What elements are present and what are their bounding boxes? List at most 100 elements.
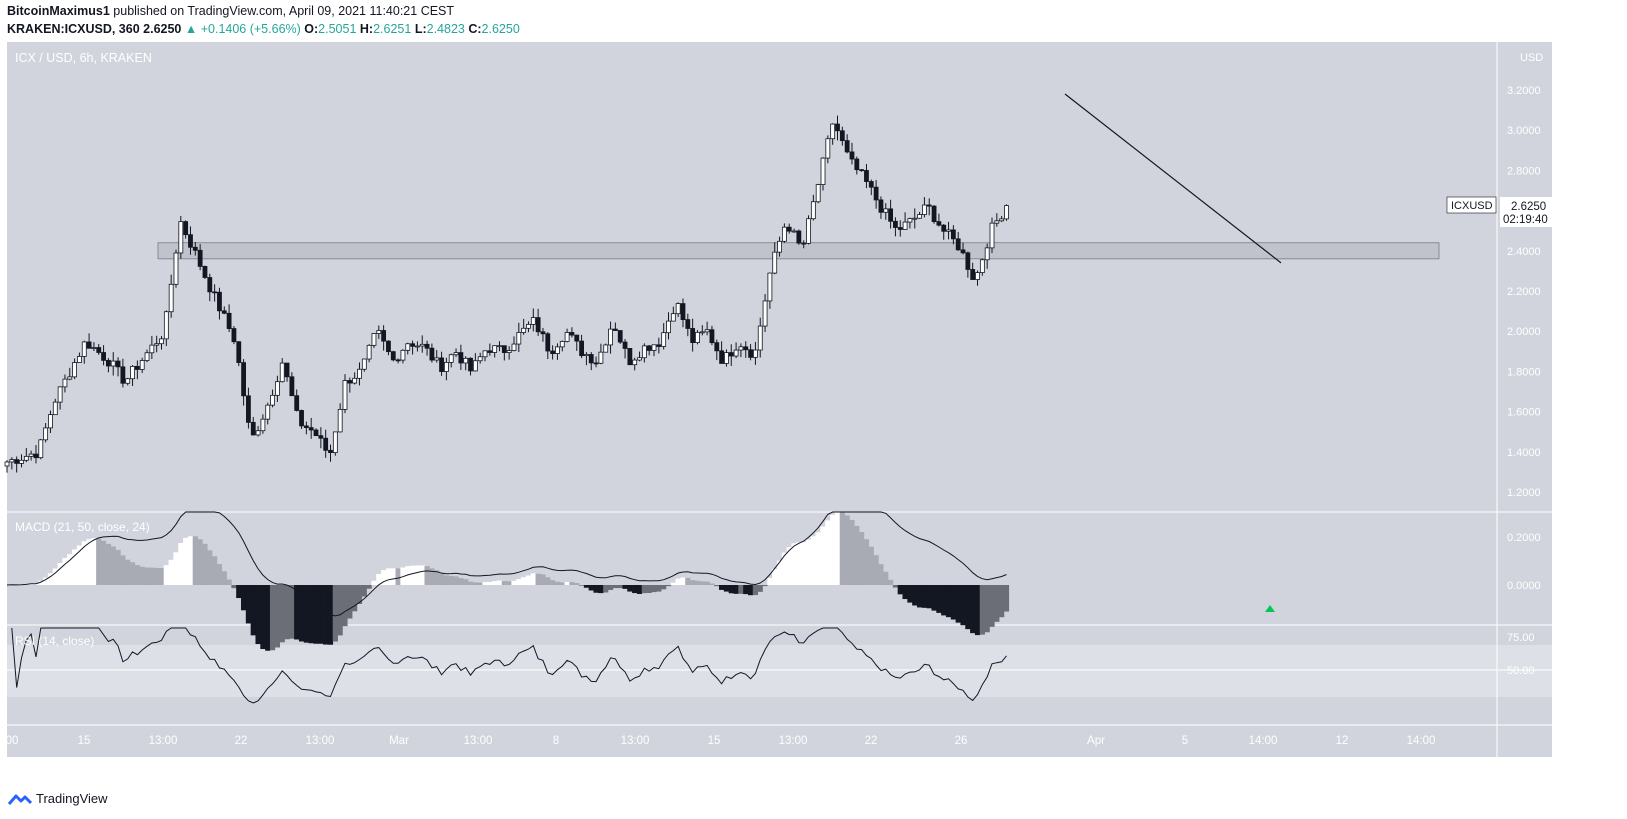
macd-histogram-bar <box>699 581 705 585</box>
brand[interactable]: TradingView <box>8 791 108 806</box>
macd-histogram-bar <box>67 553 73 585</box>
macd-histogram-bar <box>791 543 797 585</box>
candle-body <box>781 226 787 242</box>
macd-histogram-bar <box>931 585 937 611</box>
candle-body <box>357 368 362 379</box>
macd-histogram-bar <box>453 576 459 585</box>
candle-body <box>101 352 106 361</box>
candle-body <box>979 259 985 274</box>
candle-body <box>134 365 140 370</box>
macd-histogram-bar <box>178 542 184 585</box>
candle-body <box>250 421 256 436</box>
time-tick-label: 00 <box>6 735 19 747</box>
time-tick-label: 26 <box>955 735 968 747</box>
candle-body <box>487 350 493 353</box>
time-axis[interactable] <box>7 725 1552 757</box>
candle-body <box>670 313 676 322</box>
candle-body <box>260 418 266 432</box>
candle-body <box>728 352 734 357</box>
macd-histogram-bar <box>521 577 527 585</box>
macd-histogram-bar <box>409 565 416 585</box>
macd-histogram-bar <box>588 585 594 591</box>
macd-histogram-bar <box>298 585 305 642</box>
candle-body <box>786 226 792 232</box>
candle-body <box>970 269 976 280</box>
macd-histogram-bar <box>564 582 570 585</box>
close-value: 2.6250 <box>481 22 520 36</box>
macd-histogram-bar <box>632 585 638 594</box>
candle-body <box>202 265 208 278</box>
candle-body <box>207 277 213 293</box>
candle-body <box>738 346 744 351</box>
macd-histogram-bar <box>743 585 749 595</box>
macd-histogram-bar <box>704 581 710 585</box>
macd-tick-label: 0.2000 <box>1507 532 1541 544</box>
macd-histogram-bar <box>52 568 58 585</box>
candle-body <box>526 324 531 329</box>
candle-body <box>279 362 285 383</box>
candle-body <box>270 394 275 406</box>
macd-histogram-bar <box>419 565 425 585</box>
candle-body <box>820 157 826 185</box>
candle-body <box>57 386 63 403</box>
candle-body <box>323 437 329 451</box>
price-tick-label: 1.4000 <box>1507 447 1541 459</box>
brand-name: TradingView <box>36 791 108 806</box>
price-tick-label: 3.2000 <box>1507 85 1541 97</box>
candle-body <box>255 430 261 436</box>
macd-histogram-bar <box>545 577 551 585</box>
candle-body <box>936 221 942 226</box>
candle-body <box>154 343 160 346</box>
candle-body <box>598 351 604 364</box>
candle-body <box>28 453 34 457</box>
open-label: O: <box>304 22 319 36</box>
candle-body <box>415 345 420 348</box>
macd-histogram-bar <box>192 536 198 585</box>
candle-body <box>883 208 889 213</box>
price-pane[interactable] <box>7 42 1552 512</box>
macd-histogram-bar <box>830 514 836 585</box>
resistance-zone[interactable] <box>157 242 1440 260</box>
candle-body <box>448 354 454 363</box>
resistance-zone-group <box>157 242 1440 260</box>
macd-histogram-bar <box>907 585 913 603</box>
macd-histogram-bar <box>381 570 387 585</box>
macd-histogram-bar <box>772 568 778 585</box>
candle-body <box>231 328 237 343</box>
candle-body <box>91 347 97 349</box>
time-tick-label: 13:00 <box>306 735 335 747</box>
author-name[interactable]: BitcoinMaximus1 <box>7 4 110 18</box>
macd-histogram-bar <box>786 547 792 585</box>
macd-histogram-bar <box>187 536 194 585</box>
macd-histogram-bar <box>86 539 92 585</box>
macd-histogram-bar <box>265 585 271 651</box>
candle-body <box>439 357 444 372</box>
price-tick-label: 2.8000 <box>1507 165 1541 177</box>
macd-histogram-bar <box>158 568 165 585</box>
candle-body <box>501 345 507 353</box>
published-text: published on TradingView.com, April 09, … <box>113 4 455 18</box>
candle-body <box>709 329 715 344</box>
macd-histogram-bar <box>110 546 116 585</box>
publish-line: BitcoinMaximus1 published on TradingView… <box>7 4 454 18</box>
descending-trendline[interactable] <box>1064 93 1282 264</box>
candle-body <box>690 328 696 343</box>
candle-body <box>714 342 720 352</box>
macd-histogram-bar <box>303 585 309 643</box>
macd-histogram-bar <box>979 585 985 635</box>
candle-body <box>246 395 251 423</box>
candle-body <box>748 349 753 358</box>
macd-histogram-bar <box>984 585 990 633</box>
macd-histogram-bar <box>892 585 899 588</box>
candle-body <box>806 218 811 244</box>
macd-histogram-bar <box>294 585 300 640</box>
candle-body <box>405 343 411 351</box>
candle-body <box>72 362 77 378</box>
rsi-tick-label: 50.00 <box>1507 665 1535 677</box>
macd-histogram-bar <box>139 566 145 585</box>
time-tick-label: 15 <box>78 735 91 747</box>
candle-body <box>555 346 560 354</box>
macd-tick-label: 0.0000 <box>1507 580 1541 592</box>
candle-body <box>762 300 768 327</box>
